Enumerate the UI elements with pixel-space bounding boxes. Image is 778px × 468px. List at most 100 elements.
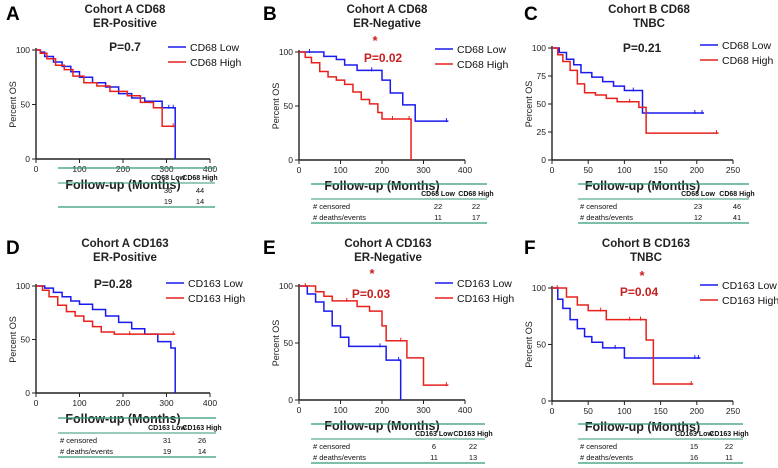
chart-subtitle: TNBC xyxy=(630,252,662,264)
legend-label: CD68 High xyxy=(457,59,509,71)
series-line-high xyxy=(36,49,176,128)
table-cell: 14 xyxy=(196,197,204,206)
y-tick-label: 50 xyxy=(284,101,294,111)
table-cell: 41 xyxy=(733,213,741,222)
chart-subtitle: ER-Negative xyxy=(354,252,422,264)
x-tick-label: 150 xyxy=(654,406,668,416)
y-axis-label: Percent OS xyxy=(524,81,534,128)
km-chart-e: E Cohort A CD163 ER-Negative 0 100 200 300 400 0… xyxy=(263,238,514,464)
significance-star: * xyxy=(639,268,645,283)
panel-e: E Cohort A CD163 ER-Negative 0 100 200 300 400 0… xyxy=(259,234,518,468)
x-tick-label: 200 xyxy=(375,165,389,175)
table-col-header: CD163 Low xyxy=(675,431,713,438)
panel-c: C Cohort B CD68 TNBC 0 50 100 150 200 250 0 25 50 75… xyxy=(519,0,778,234)
table-cell: 15 xyxy=(690,442,698,451)
table-col-header: CD68 Low xyxy=(421,191,455,198)
y-tick-label: 25 xyxy=(537,127,547,137)
x-tick-label: 300 xyxy=(159,398,173,408)
x-tick-label: 0 xyxy=(550,406,555,416)
p-value: P=0.02 xyxy=(364,51,403,65)
y-tick-label: 75 xyxy=(537,71,547,81)
y-tick-label: 100 xyxy=(532,283,546,293)
table-row-label: # deaths/events xyxy=(313,453,366,462)
table-col-header: CD68 High xyxy=(719,191,754,198)
legend-label: CD68 Low xyxy=(457,44,506,56)
panel-letter: C xyxy=(524,4,538,25)
table-row-label: # deaths/events xyxy=(60,447,113,456)
series-line-low xyxy=(36,285,176,393)
table-cell: 23 xyxy=(694,202,702,211)
km-chart-c: C Cohort B CD68 TNBC 0 50 100 150 200 250 0 25 50 75… xyxy=(524,4,774,224)
y-tick-label: 50 xyxy=(21,335,31,345)
x-tick-label: 400 xyxy=(203,398,217,408)
y-tick-label: 0 xyxy=(288,395,293,405)
y-tick-label: 0 xyxy=(25,388,30,398)
x-tick-label: 300 xyxy=(159,164,173,174)
panel-letter: A xyxy=(6,4,20,25)
chart-subtitle: ER-Positive xyxy=(93,252,157,264)
y-axis-label: Percent OS xyxy=(271,83,281,130)
x-tick-label: 100 xyxy=(333,165,347,175)
x-tick-label: 0 xyxy=(297,405,302,415)
km-chart-a: A Cohort A CD68 ER-Positive 0 100 200 300 400 0 5… xyxy=(6,4,242,208)
series-line-high xyxy=(36,285,176,335)
x-tick-label: 400 xyxy=(458,165,472,175)
table-row-label: # censored xyxy=(313,442,350,451)
km-chart-f: F Cohort B CD163 TNBC 0 50 100 150 200 250 0 50 100… xyxy=(524,238,778,464)
y-tick-label: 0 xyxy=(25,154,30,164)
table-cell: 14 xyxy=(198,447,206,456)
x-axis-label: Follow-up (Months) xyxy=(324,179,439,193)
table-col-header: CD163 High xyxy=(709,431,748,438)
y-tick-label: 0 xyxy=(541,396,546,406)
x-tick-label: 50 xyxy=(583,406,593,416)
table-cell: 11 xyxy=(725,453,733,462)
table-row-label: # censored xyxy=(580,202,617,211)
table-cell: 6 xyxy=(432,442,436,451)
table-col-header: CD68 High xyxy=(182,175,217,182)
x-axis-label: Follow-up (Months) xyxy=(65,412,180,426)
table-cell: 26 xyxy=(198,436,206,445)
p-value: P=0.7 xyxy=(109,40,141,54)
x-tick-label: 0 xyxy=(297,165,302,175)
table-cell: 19 xyxy=(163,447,171,456)
p-value: P=0.04 xyxy=(620,285,659,299)
legend-label: CD163 High xyxy=(188,293,245,305)
x-tick-label: 200 xyxy=(690,406,704,416)
table-cell: 36 xyxy=(164,186,172,195)
table-col-header: CD163 High xyxy=(453,431,492,438)
panel-a: A Cohort A CD68 ER-Positive 0 100 200 300 400 0 5… xyxy=(0,0,259,234)
panel-f: F Cohort B CD163 TNBC 0 50 100 150 200 250 0 50 100… xyxy=(519,234,778,468)
series-line-high xyxy=(552,287,694,385)
y-tick-label: 100 xyxy=(16,45,30,55)
legend-label: CD163 High xyxy=(722,295,778,307)
y-tick-label: 100 xyxy=(532,43,546,53)
panel-letter: B xyxy=(263,4,277,25)
legend-label: CD68 High xyxy=(722,55,774,67)
x-tick-label: 400 xyxy=(203,164,217,174)
y-tick-label: 100 xyxy=(16,281,30,291)
chart-title: Cohort A CD68 xyxy=(85,4,167,16)
panel-d: D Cohort A CD163 ER-Positive 0 100 200 300 400 0… xyxy=(0,234,259,468)
series-line-high xyxy=(299,51,412,160)
series-line-low xyxy=(299,285,402,400)
legend-label: CD163 Low xyxy=(188,278,243,290)
x-tick-label: 200 xyxy=(116,164,130,174)
chart-title: Cohort A CD163 xyxy=(344,238,431,250)
series-line-high xyxy=(552,47,719,134)
chart-title: Cohort B CD68 xyxy=(608,4,690,16)
y-axis-label: Percent OS xyxy=(271,320,281,367)
legend-label: CD68 Low xyxy=(190,42,239,54)
table-col-header: CD68 Low xyxy=(681,191,715,198)
km-chart-d: D Cohort A CD163 ER-Positive 0 100 200 300 400 0… xyxy=(6,238,245,458)
chart-subtitle: ER-Negative xyxy=(353,18,421,30)
table-cell: 22 xyxy=(434,202,442,211)
x-tick-label: 100 xyxy=(617,406,631,416)
series-line-low xyxy=(36,49,176,159)
table-col-header: CD68 Low xyxy=(151,175,185,182)
table-cell: 12 xyxy=(694,213,702,222)
table-col-header: CD68 High xyxy=(458,191,493,198)
table-col-header: CD163 High xyxy=(182,425,221,432)
series-line-low xyxy=(552,287,701,359)
table-cell: 46 xyxy=(733,202,741,211)
x-tick-label: 0 xyxy=(34,164,39,174)
